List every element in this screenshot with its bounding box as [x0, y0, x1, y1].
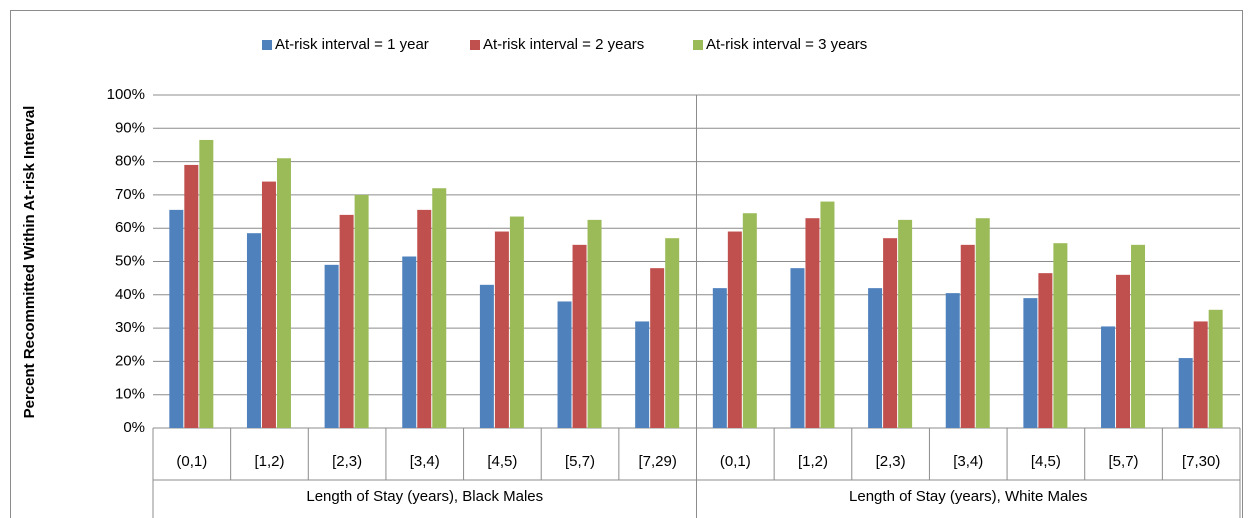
- bar: [417, 209, 432, 428]
- y-tick-label: 40%: [115, 286, 145, 303]
- x-tick-label: [7,29): [638, 453, 676, 470]
- bar: [1208, 309, 1223, 428]
- bar: [261, 181, 276, 428]
- bar: [587, 219, 602, 428]
- bar: [494, 231, 509, 428]
- legend-swatch: [262, 40, 272, 50]
- bar: [650, 268, 665, 428]
- bar: [1178, 358, 1193, 428]
- y-tick-label: 30%: [115, 319, 145, 336]
- x-tick-label: (0,1): [720, 453, 751, 470]
- x-tick-label: [5,7): [1109, 453, 1139, 470]
- group-label: Length of Stay (years), Black Males: [306, 488, 543, 505]
- x-tick-label: [1,2): [254, 453, 284, 470]
- bar: [339, 214, 354, 428]
- x-tick-label: [5,7): [565, 453, 595, 470]
- bar: [169, 209, 184, 428]
- bar: [199, 139, 214, 428]
- bar: [790, 268, 805, 428]
- bar: [727, 231, 742, 428]
- bar: [1131, 244, 1146, 428]
- bar: [898, 219, 913, 428]
- y-tick-label: 0%: [123, 419, 145, 436]
- y-tick-label: 60%: [115, 219, 145, 236]
- legend-swatch: [470, 40, 480, 50]
- y-tick-label: 100%: [107, 86, 145, 103]
- y-tick-label: 20%: [115, 352, 145, 369]
- x-tick-label: [2,3): [876, 453, 906, 470]
- y-tick-label: 70%: [115, 186, 145, 203]
- bar: [479, 284, 494, 428]
- group-label: Length of Stay (years), White Males: [849, 488, 1087, 505]
- x-tick-label: [4,5): [487, 453, 517, 470]
- legend-swatch: [693, 40, 703, 50]
- y-tick-label: 10%: [115, 386, 145, 403]
- y-tick-label: 90%: [115, 119, 145, 136]
- bar: [665, 238, 680, 428]
- bar: [712, 288, 727, 428]
- bar: [1101, 326, 1116, 428]
- bar: [1023, 298, 1038, 428]
- x-tick-label: [4,5): [1031, 453, 1061, 470]
- bar: [635, 321, 650, 428]
- y-tick-label: 50%: [115, 252, 145, 269]
- legend-label: At-risk interval = 1 year: [275, 36, 429, 53]
- bar: [868, 288, 883, 428]
- bar: [805, 218, 820, 428]
- bar: [184, 164, 199, 428]
- bar: [246, 233, 261, 428]
- bar: [432, 188, 447, 428]
- bar: [742, 213, 757, 428]
- bar: [975, 218, 990, 428]
- bar: [402, 256, 417, 428]
- bar: [572, 244, 587, 428]
- bar: [1193, 321, 1208, 428]
- x-tick-label: [1,2): [798, 453, 828, 470]
- bar: [324, 264, 339, 428]
- x-tick-label: [3,4): [953, 453, 983, 470]
- y-axis-title: Percent Recommitted Within At-risk Inter…: [21, 106, 38, 419]
- bar: [276, 158, 291, 428]
- bar: [945, 293, 960, 428]
- bar: [509, 216, 524, 428]
- y-tick-label: 80%: [115, 153, 145, 170]
- x-tick-label: [2,3): [332, 453, 362, 470]
- chart-border: [10, 10, 1243, 518]
- bar: [557, 301, 572, 428]
- bar: [820, 201, 835, 428]
- legend-label: At-risk interval = 3 years: [706, 36, 867, 53]
- legend-label: At-risk interval = 2 years: [483, 36, 644, 53]
- bar: [960, 244, 975, 428]
- bar: [1053, 243, 1068, 428]
- bar: [1116, 274, 1131, 428]
- bar: [1038, 273, 1053, 428]
- x-tick-label: [3,4): [410, 453, 440, 470]
- x-tick-label: [7,30): [1182, 453, 1220, 470]
- bar: [883, 238, 898, 428]
- x-tick-label: (0,1): [176, 453, 207, 470]
- bar: [354, 194, 369, 428]
